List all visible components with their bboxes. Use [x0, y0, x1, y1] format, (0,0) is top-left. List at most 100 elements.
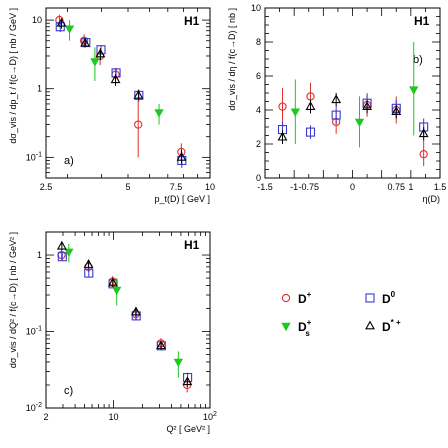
- y-tick-label: 10-1: [26, 326, 42, 337]
- series-Dstar: [56, 240, 193, 387]
- data-point: [95, 48, 106, 58]
- series-Dstar: [56, 17, 187, 164]
- data-point: [80, 37, 91, 47]
- series-Ds: [290, 42, 419, 148]
- data-point: [290, 108, 301, 117]
- x-tick-label: 7.5: [170, 182, 183, 192]
- h1-logo: H1: [414, 14, 430, 28]
- data-point: [134, 120, 143, 129]
- panel-a-pt: 2.5 5 7.5 10 10-1 1 10 p_t(D) [ GeV ] dσ_vis / d…: [8, 7, 215, 204]
- data-point: [81, 38, 91, 48]
- data-point: [154, 109, 164, 118]
- x-tick-label: 2.5: [40, 182, 53, 192]
- data-point: [362, 101, 373, 110]
- legend: D+ D0 D+ s D* +: [281, 290, 401, 338]
- data-point: [56, 240, 67, 250]
- legend-label-Dplus: D+: [298, 290, 312, 306]
- data-point: [96, 45, 106, 55]
- y-tick-label: 0: [256, 173, 261, 183]
- data-point: [83, 259, 94, 268]
- legend-marker-Dplus: [281, 293, 291, 303]
- series-Dplus: [55, 14, 186, 161]
- data-point: [176, 151, 187, 161]
- y-tick-label: 10: [251, 3, 261, 13]
- x-tick-label: 5: [125, 182, 130, 192]
- series-D0: [55, 21, 187, 168]
- data-point: [419, 150, 428, 159]
- data-point: [409, 86, 419, 95]
- y-tick-label: 10-2: [26, 402, 42, 413]
- x-tick-label: -1.5: [257, 182, 273, 192]
- data-point: [84, 268, 94, 278]
- data-point: [278, 102, 287, 111]
- panel-tag: a): [64, 155, 74, 167]
- x-tick-label: -0.75: [298, 182, 319, 192]
- x-tick-label: 0.75: [387, 182, 405, 192]
- y-tick-label: 8: [256, 37, 261, 47]
- y-tick-label: 6: [256, 71, 261, 81]
- y-axis-title: dσ_vis / dQ² / f(c→D) [ nb / GeV² ]: [8, 232, 18, 368]
- legend-label-Ds: D+ s: [298, 318, 312, 338]
- data-point: [305, 127, 316, 137]
- y-axis-title: dσ_vis / dη / f(c→D) [ nb ]: [227, 8, 237, 111]
- series-D0: [57, 252, 193, 383]
- x-axis-title: Q² [ GeV² ]: [166, 424, 210, 434]
- data-point: [107, 277, 118, 287]
- data-point: [173, 358, 184, 368]
- x-tick-label: 1.5: [434, 182, 447, 192]
- h1-logo: H1: [184, 238, 200, 252]
- y-tick-label: 1: [37, 250, 42, 260]
- data-point: [131, 306, 141, 316]
- data-point: [57, 252, 67, 262]
- y-axis-title: dσ_vis / dp_t / f(c→D) [ nb / GeV ]: [8, 8, 18, 144]
- x-tick-label: 10: [205, 182, 215, 192]
- series-D0: [277, 94, 429, 139]
- panel-b-eta: -1.5 -1 -0.75 0 0.75 1 1.5 0 2 4 6 8 10 η(D) dσ_vis / …: [227, 3, 446, 204]
- y-tick-label: 10-1: [26, 151, 42, 162]
- data-point: [277, 131, 288, 141]
- data-point: [418, 128, 429, 138]
- legend-marker-Ds: [281, 322, 291, 332]
- data-point: [112, 286, 122, 296]
- legend-label-D0: D0: [382, 290, 396, 306]
- data-point: [79, 36, 89, 45]
- x-tick-label: 2: [43, 412, 48, 422]
- y-tick-label: 4: [256, 105, 261, 115]
- x-tick-label: 1: [408, 182, 413, 192]
- legend-marker-D0: [365, 293, 375, 303]
- x-tick-label: -1: [290, 182, 298, 192]
- y-tick-label: 1: [37, 84, 42, 94]
- data-point: [354, 118, 365, 128]
- series-Dplus: [57, 250, 192, 393]
- data-point: [331, 94, 342, 104]
- data-point: [56, 17, 67, 27]
- data-point: [110, 74, 121, 84]
- data-point: [64, 25, 75, 34]
- x-tick-label: 102: [203, 411, 217, 422]
- panel-tag: c): [64, 385, 73, 397]
- data-point: [55, 22, 65, 32]
- series-Ds: [64, 20, 164, 125]
- legend-label-Dstar: D* +: [382, 318, 401, 334]
- data-point: [182, 376, 193, 386]
- data-point: [90, 58, 100, 67]
- data-point: [331, 110, 341, 120]
- data-point: [64, 248, 74, 258]
- data-point: [305, 101, 316, 110]
- x-axis-title: η(D): [423, 194, 441, 204]
- data-point: [391, 106, 402, 116]
- legend-marker-Dstar: [365, 320, 375, 330]
- x-tick-label: 10: [108, 412, 118, 422]
- h1-logo: H1: [184, 14, 200, 28]
- panel-tag: b): [413, 54, 423, 66]
- data-point: [156, 340, 166, 350]
- y-tick-label: 10: [32, 15, 42, 25]
- y-tick-label: 2: [256, 139, 261, 149]
- x-axis-title: p_t(D) [ GeV ]: [154, 194, 210, 204]
- panel-c-q2: 2 10 102 10-2 10-1 1 Q² [ GeV² ] dσ_vis / dQ² /…: [8, 231, 217, 434]
- x-tick-label: 0: [350, 182, 355, 192]
- series-Ds: [64, 243, 184, 378]
- series-Dplus: [278, 82, 428, 167]
- series-Dstar: [277, 93, 429, 144]
